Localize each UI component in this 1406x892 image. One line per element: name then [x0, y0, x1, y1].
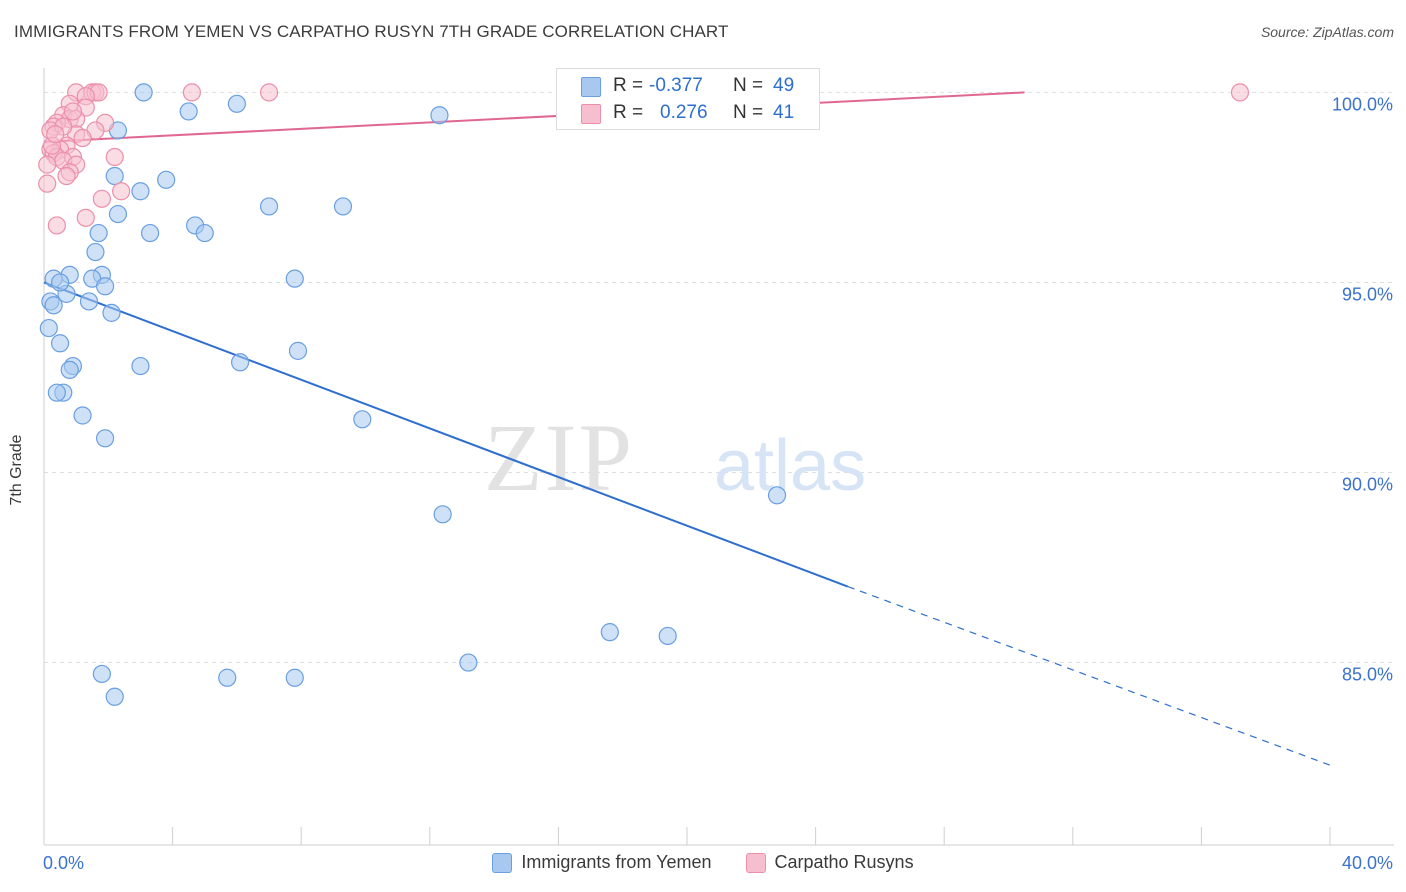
watermark: ZIP atlas	[484, 404, 866, 511]
stats-r-label: R =	[613, 102, 644, 123]
yemen-point	[134, 83, 153, 102]
yemen-point	[131, 182, 150, 201]
yemen-trend-line	[43, 281, 849, 588]
legend-label-yemen: Immigrants from Yemen	[521, 852, 712, 872]
watermark-atlas: atlas	[714, 426, 866, 506]
yemen-point	[459, 653, 478, 672]
yemen-point	[231, 353, 250, 372]
x-tick-label: 0.0%	[43, 853, 84, 873]
rusyn-point	[259, 83, 279, 102]
yemen-point	[333, 197, 353, 216]
rusyn-trend-line	[43, 91, 1025, 143]
yemen-point	[105, 687, 124, 706]
yemen-point	[50, 273, 70, 292]
stats-n-value: 49	[773, 75, 795, 96]
yemen-point	[227, 94, 246, 113]
yemen-point	[430, 106, 449, 125]
series-legend: Immigrants from Yemen Carpatho Rusyns	[0, 852, 1406, 873]
yemen-point	[658, 626, 677, 646]
yemen-point	[259, 197, 279, 216]
yemen-point	[288, 341, 308, 360]
y-tick-label: 90.0%	[1342, 475, 1393, 495]
y-axis-label: 7th Grade	[8, 434, 25, 506]
stats-swatch-yemen	[581, 77, 601, 97]
rusyn-point	[47, 216, 66, 235]
stats-swatch-rusyn	[581, 104, 601, 124]
yemen-point	[600, 623, 619, 642]
stats-row-rusyn: R = 0.276 N = 41	[581, 100, 823, 126]
stats-r-label: R =	[613, 75, 644, 96]
stats-r-value: -0.377	[649, 75, 703, 96]
rusyn-point	[73, 128, 92, 148]
yemen-point	[102, 303, 121, 322]
rusyn-point	[63, 102, 83, 121]
grid-lines	[44, 91, 1394, 664]
yemen-point	[179, 102, 198, 121]
rusyn-point	[38, 174, 57, 193]
yemen-point	[44, 296, 63, 315]
data-points	[38, 83, 1250, 706]
rusyn-point	[105, 147, 124, 167]
yemen-point	[157, 170, 176, 189]
yemen-point	[47, 383, 66, 402]
rusyn-point	[76, 208, 95, 227]
tick-labels: 100.0% 95.0% 90.0% 85.0% 0.0% 40.0%	[43, 94, 1393, 873]
yemen-point	[140, 223, 160, 243]
yemen-point	[767, 486, 787, 505]
yemen-point	[218, 668, 237, 687]
rusyn-point	[1230, 83, 1250, 102]
yemen-point	[105, 166, 124, 186]
rusyn-point	[38, 155, 57, 174]
yemen-point	[73, 406, 92, 425]
legend-swatch-yemen	[492, 852, 513, 873]
legend-swatch-rusyn	[745, 852, 766, 873]
yemen-trend-line-extension	[847, 585, 1331, 766]
y-tick-label: 85.0%	[1342, 665, 1393, 685]
yemen-point	[285, 269, 304, 288]
y-tick-label: 95.0%	[1342, 284, 1393, 304]
yemen-point	[95, 277, 115, 296]
x-tick-label: 40.0%	[1342, 853, 1393, 873]
stats-n-value: 41	[773, 102, 795, 123]
yemen-point	[131, 356, 150, 376]
yemen-point	[39, 318, 58, 338]
trend-lines	[43, 91, 1331, 766]
axes	[43, 68, 1394, 846]
legend-item-rusyn[interactable]: Carpatho Rusyns	[745, 852, 914, 873]
rusyn-point	[182, 83, 201, 102]
yemen-point	[92, 664, 111, 684]
yemen-point	[95, 429, 115, 448]
legend-item-yemen[interactable]: Immigrants from Yemen	[492, 852, 712, 873]
y-tick-label: 100.0%	[1332, 94, 1393, 114]
yemen-point	[89, 223, 108, 243]
yemen-point	[353, 410, 372, 429]
yemen-point	[50, 334, 70, 353]
stats-n-label: N =	[733, 75, 764, 96]
rusyn-point	[112, 182, 131, 201]
chart-title: IMMIGRANTS FROM YEMEN VS CARPATHO RUSYN …	[14, 22, 729, 41]
rusyn-point	[46, 125, 65, 144]
stats-r-value: 0.276	[660, 102, 708, 123]
yemen-point	[86, 242, 105, 262]
stats-legend: R = -0.377 N = 49 R = 0.276 N = 41	[556, 68, 820, 130]
rusyn-point	[57, 166, 76, 186]
yemen-point	[285, 668, 304, 687]
yemen-point	[108, 204, 128, 224]
yemen-point	[79, 292, 99, 311]
chart-source: Source: ZipAtlas.com	[1260, 24, 1394, 40]
stats-row-yemen: R = -0.377 N = 49	[581, 73, 823, 99]
stats-n-label: N =	[733, 102, 764, 123]
yemen-point	[433, 505, 452, 524]
rusyn-point	[92, 189, 111, 208]
legend-label-rusyn: Carpatho Rusyns	[774, 852, 914, 872]
yemen-point	[195, 223, 214, 243]
yemen-point	[60, 360, 79, 379]
